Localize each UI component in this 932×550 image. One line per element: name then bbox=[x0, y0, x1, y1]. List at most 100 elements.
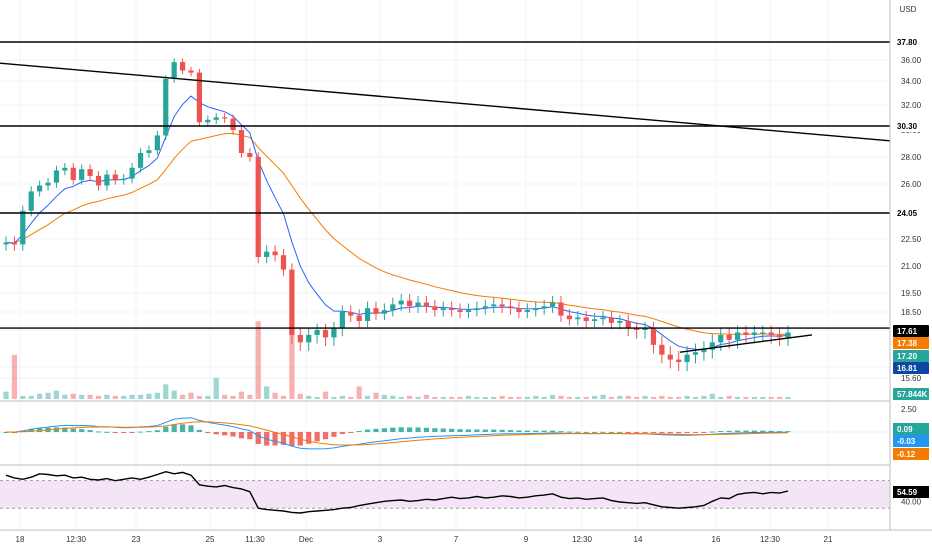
candle-body bbox=[743, 332, 749, 335]
candle-body bbox=[776, 334, 783, 338]
moving-averages bbox=[5, 95, 789, 350]
macd-histogram-bar bbox=[709, 431, 715, 433]
volume-bar bbox=[264, 386, 270, 399]
volume-bar bbox=[70, 393, 76, 399]
macd-histogram-bar bbox=[398, 427, 404, 432]
candle-body bbox=[163, 78, 169, 136]
volume-bar bbox=[676, 396, 682, 399]
time-axis[interactable]: 18 12:30 23 25 11:30 Dec 3 7 9 12:30 14 16 12:30 21 bbox=[16, 535, 833, 544]
candle-body bbox=[222, 117, 228, 119]
candle-body bbox=[516, 308, 522, 312]
candle-body bbox=[642, 328, 648, 330]
macd-histogram-bar bbox=[314, 432, 320, 442]
macd-histogram-bar bbox=[642, 432, 648, 433]
macd-histogram-bar bbox=[785, 431, 791, 433]
volume-bar bbox=[322, 391, 329, 399]
macd-histogram-bar bbox=[163, 426, 169, 432]
macd-tag-label: 0.09 bbox=[897, 425, 913, 434]
macd-histogram-bar bbox=[230, 432, 236, 437]
volume-bar bbox=[314, 396, 320, 399]
candle-body bbox=[314, 330, 320, 335]
candle-body bbox=[373, 308, 379, 314]
volume-bar bbox=[423, 394, 430, 399]
macd-histogram-bar bbox=[768, 430, 774, 432]
candle-body bbox=[297, 334, 303, 343]
candle-body bbox=[129, 167, 135, 179]
price-tag-label: 17.38 bbox=[897, 339, 918, 348]
macd-histogram-bar bbox=[154, 430, 160, 432]
candle-body bbox=[95, 175, 102, 186]
volume-bar bbox=[331, 396, 337, 399]
time-tick-label: 18 bbox=[16, 535, 25, 544]
price-pane[interactable] bbox=[0, 41, 891, 399]
candle-body bbox=[322, 330, 329, 338]
descending-trendline[interactable] bbox=[0, 62, 891, 142]
volume-bar bbox=[726, 395, 732, 399]
volume-bar bbox=[499, 395, 505, 399]
price-tag-label: 30.30 bbox=[897, 122, 918, 131]
candle-body bbox=[465, 310, 472, 312]
ascending-trendline[interactable] bbox=[679, 334, 813, 353]
macd-histogram-bar bbox=[104, 431, 110, 433]
volume-bar bbox=[558, 395, 564, 399]
candle-body bbox=[87, 169, 93, 176]
volume-bar bbox=[650, 396, 657, 399]
price-tag-box bbox=[893, 337, 929, 349]
price-tag-box bbox=[893, 36, 929, 48]
volume-bar bbox=[751, 396, 757, 399]
rsi-tick-label: 40.00 bbox=[901, 497, 922, 506]
price-tick-label: 28.00 bbox=[901, 153, 922, 162]
candle-body bbox=[213, 117, 219, 120]
rsi-band-fill bbox=[0, 480, 890, 509]
candle-body bbox=[79, 169, 85, 180]
macd-histogram-bar bbox=[667, 432, 673, 434]
macd-histogram-bar bbox=[322, 432, 329, 440]
macd-histogram-bar bbox=[432, 428, 438, 432]
macd-histogram-bar bbox=[474, 429, 480, 432]
volume-bar bbox=[104, 394, 110, 399]
macd-tag-box bbox=[893, 435, 929, 447]
candle-body bbox=[726, 334, 732, 340]
candle-body bbox=[440, 308, 446, 311]
volume-bar bbox=[297, 393, 303, 399]
candle-body bbox=[20, 210, 26, 245]
candle-body bbox=[339, 312, 345, 329]
volume-bar bbox=[28, 395, 34, 399]
volume-bar bbox=[230, 395, 236, 399]
macd-pane[interactable]: 2.500.000.09-0.03-0.12 bbox=[0, 405, 929, 460]
volume-bar bbox=[608, 396, 615, 399]
candle-body bbox=[499, 304, 505, 307]
trendlines[interactable] bbox=[0, 62, 891, 353]
macd-histogram-bar bbox=[222, 432, 228, 436]
volume-bars bbox=[3, 321, 791, 399]
volume-bar bbox=[20, 395, 26, 399]
candle-body bbox=[289, 269, 295, 335]
price-tags: 37.80 30.30 24.05 17.61 17.38 17.20 16.81 57.84… bbox=[893, 36, 929, 400]
candle-body bbox=[617, 321, 623, 323]
rsi-line bbox=[5, 470, 789, 514]
volume-bar bbox=[171, 390, 177, 399]
horizontal-levels[interactable] bbox=[0, 41, 890, 329]
macd-histogram-bar bbox=[575, 431, 581, 433]
volume-bar bbox=[718, 396, 724, 399]
candle-body bbox=[137, 152, 144, 168]
price-tag-label: 17.20 bbox=[897, 352, 918, 361]
macd-histogram-bar bbox=[760, 430, 766, 432]
macd-histogram-bar bbox=[196, 429, 203, 432]
candle-body bbox=[45, 182, 51, 186]
macd-histogram-bar bbox=[549, 430, 556, 432]
candle-body bbox=[62, 167, 68, 171]
candle-body bbox=[734, 332, 741, 340]
macd-histogram-bar bbox=[238, 432, 245, 439]
macd-histogram-bar bbox=[625, 432, 631, 433]
macd-histogram-bar bbox=[364, 429, 371, 432]
volume-bar bbox=[289, 325, 295, 399]
macd-histogram-bar bbox=[457, 429, 463, 432]
price-tick-label: 34.00 bbox=[901, 77, 922, 86]
volume-bar bbox=[415, 396, 421, 399]
candle-body bbox=[482, 306, 488, 309]
macd-histogram-bar bbox=[591, 431, 598, 433]
macd-tag-box bbox=[893, 423, 929, 435]
